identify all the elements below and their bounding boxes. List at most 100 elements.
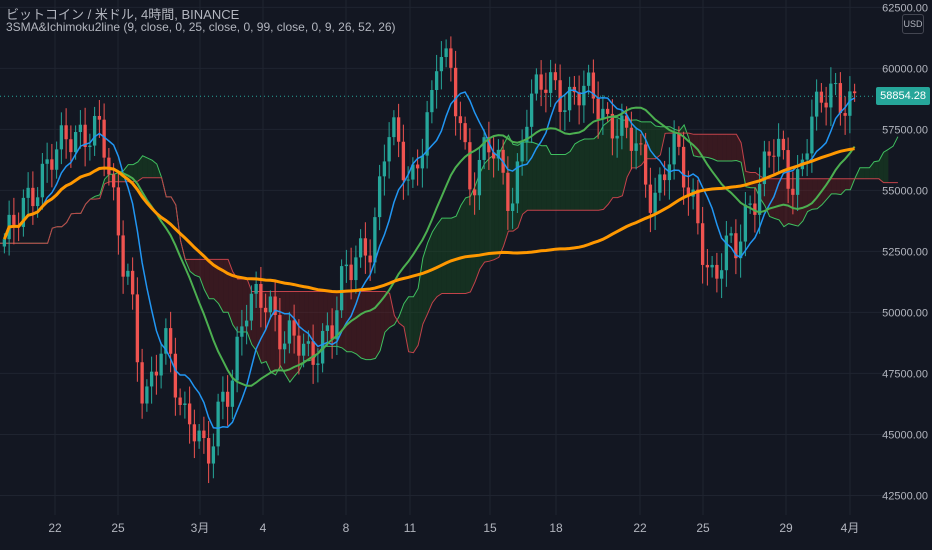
candle-body-up (420, 155, 425, 169)
ichimoku-cloud-segment (451, 216, 457, 294)
ichimoku-cloud-segment (603, 121, 609, 210)
ichimoku-cloud-segment (498, 144, 504, 258)
x-axis-tick-label: 11 (404, 521, 417, 535)
candle-body-down (330, 325, 334, 340)
ichimoku-cloud-segment (693, 134, 699, 157)
candle-body-up (425, 112, 429, 156)
ichimoku-cloud-segment (807, 178, 813, 212)
candle-body-up (805, 153, 809, 160)
candle-body-down (121, 235, 125, 277)
candle-body-up (582, 85, 586, 106)
y-axis-tick-label: 62500.00 (882, 2, 928, 14)
candle-body-down (349, 264, 353, 281)
candle-body-down (491, 152, 496, 159)
candle-body-up (282, 343, 287, 350)
ichimoku-cloud-segment (831, 178, 837, 194)
ichimoku-cloud-segment (845, 178, 851, 190)
candle-body-up (358, 238, 363, 258)
sma-25-line (3, 106, 856, 387)
y-axis-tick-label: 52500.00 (882, 246, 928, 258)
candle-body-down (577, 92, 581, 106)
candle-body-down (297, 335, 301, 356)
candle-body-up (738, 241, 743, 259)
candle-body-down (838, 83, 843, 114)
candle-body-up (306, 341, 311, 344)
candle-body-down (259, 283, 263, 308)
candle-body-down (116, 187, 121, 236)
ichimoku-cloud-segment (527, 142, 533, 211)
candle-body-up (344, 264, 349, 267)
candle-body-up (211, 446, 216, 464)
ichimoku-cloud-segment (104, 174, 110, 184)
ichimoku-cloud-segment (370, 291, 376, 360)
x-axis-tick-label: 3月 (191, 521, 210, 535)
chart-title: ビットコイン / 米ドル, 4時間, BINANCE (6, 7, 240, 22)
ichimoku-cloud-segment (812, 178, 818, 210)
ichimoku-cloud-segment (441, 218, 447, 294)
candle-body-down (415, 164, 420, 169)
candle-body-up (658, 174, 662, 193)
ichimoku-cloud-segment (489, 154, 495, 262)
candle-body-down (639, 143, 643, 145)
ichimoku-cloud-segment (779, 178, 784, 227)
ichimoku-cloud-segment (213, 259, 219, 304)
ichimoku-cloud-segment (494, 153, 499, 260)
candle-body-down (819, 91, 824, 103)
candle-body-down (130, 270, 135, 295)
ichimoku-cloud-segment (560, 154, 566, 211)
candle-body-up (316, 363, 320, 365)
ichimoku-cloud-segment (541, 145, 547, 211)
candle-body-down (624, 115, 629, 128)
candle-body-up (145, 386, 149, 404)
indicator-legend: 3SMA&Ichimoku2line (9, close, 0, 25, clo… (6, 20, 396, 34)
candle-body-up (40, 163, 45, 198)
ichimoku-cloud-segment (712, 134, 718, 162)
candle-body-up (477, 159, 482, 196)
ichimoku-cloud-segment (251, 291, 257, 351)
candle-body-up (615, 135, 619, 139)
candle-body-down (553, 72, 558, 81)
ichimoku-cloud-segment (361, 291, 366, 360)
candle-body-down (363, 238, 368, 256)
ichimoku-cloud-segment (199, 259, 205, 290)
ichimoku-cloud-segment (864, 167, 870, 179)
candle-body-up (230, 380, 235, 407)
candle-body-up (567, 86, 572, 111)
candle-body-down (102, 119, 106, 158)
ichimoku-cloud-segment (717, 134, 723, 162)
ichimoku-cloud-segment (465, 196, 471, 294)
ichimoku-cloud-segment (622, 120, 628, 196)
candle-body-up (221, 391, 225, 402)
candle-body-down (396, 117, 401, 142)
ichimoku-cloud-segment (650, 121, 656, 159)
currency-button[interactable]: USD (902, 14, 924, 34)
candle-body-up (776, 138, 781, 157)
candle-body-down (767, 151, 771, 156)
candle-body-up (197, 430, 201, 442)
ichimoku-cloud-segment (389, 293, 395, 328)
candle-body-up (653, 192, 657, 213)
candle-body-up (235, 336, 239, 381)
candle-body-up (601, 108, 605, 120)
candle-body-up (757, 184, 762, 215)
ichimoku-cloud-segment (137, 155, 143, 182)
ichimoku-cloud-segment (446, 218, 452, 294)
candle-body-down (83, 124, 87, 148)
ichimoku-cloud-segment (598, 125, 604, 211)
candle-body-up (78, 124, 83, 133)
candle-body-down (605, 108, 610, 114)
candle-body-up (829, 83, 833, 108)
candle-body-up (240, 326, 244, 337)
candle-body-up (268, 296, 273, 313)
candle-body-up (525, 126, 529, 142)
y-axis-tick-label: 55000.00 (882, 185, 928, 197)
candle-body-down (705, 264, 710, 268)
candle-body-up (406, 179, 410, 181)
candle-body-up (411, 164, 415, 180)
candle-body-up (510, 203, 515, 211)
ichimoku-cloud-segment (731, 134, 737, 162)
candle-body-up (724, 235, 729, 271)
ichimoku-cloud-segment (413, 288, 419, 353)
candle-body-up (2, 239, 7, 247)
